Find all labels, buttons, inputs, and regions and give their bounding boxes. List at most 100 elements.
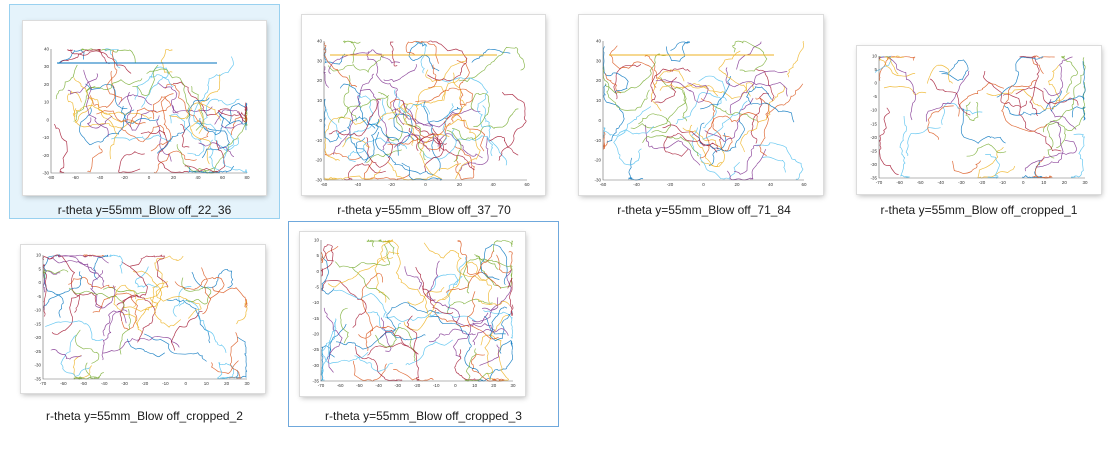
y-tick-label: 20 [596, 78, 602, 83]
y-tick-label: 5 [38, 266, 41, 271]
file-tile-blow-off-22-36[interactable]: -80 -60 -40 -20 0 20 40 60 80 40 30 20 10 0 -10 -20 -30 … [9, 4, 280, 219]
x-tick-label: -60 [600, 182, 607, 187]
contour-lines [874, 55, 1086, 179]
x-tick-label: -20 [388, 182, 395, 187]
x-tick-label: 20 [457, 182, 463, 187]
x-tick-label: 20 [1062, 180, 1068, 185]
y-tick-label: 10 [314, 238, 320, 243]
x-tick-label: -80 [48, 175, 55, 180]
y-tick-label: 10 [44, 100, 50, 105]
y-tick-label: -15 [34, 321, 41, 326]
x-tick-label: -20 [667, 182, 674, 187]
x-tick-label: 30 [510, 383, 516, 388]
y-tick-label: -5 [873, 94, 877, 99]
y-tick-label: 0 [38, 280, 41, 285]
x-tick-label: 0 [1022, 180, 1025, 185]
y-tick-label: 0 [319, 118, 322, 123]
y-tick-label: 0 [316, 269, 319, 274]
y-tick-label: -10 [34, 308, 41, 313]
x-tick-label: 30 [244, 381, 250, 386]
y-tick-label: 40 [44, 47, 50, 52]
y-tick-label: -35 [870, 176, 877, 181]
x-tick-label: -40 [101, 381, 108, 386]
y-tick-label: -15 [312, 316, 319, 321]
axes [323, 41, 527, 181]
file-tile-blow-off-71-84[interactable]: -60 -40 -20 0 20 40 60 40 30 20 10 0 -10 -20 -30 r-the… [569, 4, 839, 219]
x-tick-label: -60 [321, 182, 328, 187]
y-tick-label: -30 [42, 171, 49, 176]
axes [602, 41, 804, 181]
y-tick-label: -5 [37, 294, 41, 299]
contour-lines [602, 40, 804, 181]
y-tick-label: -20 [594, 158, 601, 163]
x-tick-label: -40 [938, 180, 945, 185]
y-tick-label: 10 [36, 253, 42, 258]
y-tick-label: -20 [42, 153, 49, 158]
axes [878, 56, 1085, 179]
plot-image: -70 -60 -50 -40 -30 -20 -10 0 10 20 30 10 5 0 -5 -10 -15… [870, 54, 1088, 186]
x-tick-label: -40 [375, 383, 382, 388]
y-tick-label: -10 [870, 108, 877, 113]
x-tick-label: 10 [204, 381, 210, 386]
thumbnail-image: -70 -60 -50 -40 -30 -20 -10 0 10 20 30 10 5 0 -5 -10 -15… [21, 245, 265, 393]
y-tick-label: -20 [312, 332, 319, 337]
y-tick-label: -20 [870, 135, 877, 140]
contour-lines [323, 40, 527, 181]
y-tick-label: 10 [317, 98, 323, 103]
x-tick-label: 0 [424, 182, 427, 187]
x-tick-label: -10 [433, 383, 440, 388]
y-tick-label: -10 [312, 300, 319, 305]
x-tick-label: 0 [185, 381, 188, 386]
y-tick-label: -10 [315, 138, 322, 143]
y-tick-label: -30 [870, 162, 877, 167]
y-tick-label: 5 [316, 253, 319, 258]
file-name-label: r-theta y=55mm_Blow off_cropped_3 [325, 409, 522, 423]
file-tile-blow-off-cropped-3[interactable]: -70 -60 -50 -40 -30 -20 -10 0 10 20 30 10 5 0 -5 -10 -15… [288, 221, 559, 427]
x-tick-label: 20 [734, 182, 740, 187]
x-tick-label: 30 [1082, 180, 1088, 185]
x-tick-label: 60 [801, 182, 807, 187]
x-tick-label: 10 [472, 383, 478, 388]
y-tick-label: -35 [312, 379, 319, 384]
x-tick-label: -60 [72, 175, 79, 180]
x-tick-label: -70 [40, 381, 47, 386]
x-tick-label: 10 [1041, 180, 1047, 185]
file-tile-blow-off-37-70[interactable]: -60 -40 -20 0 20 40 60 40 30 20 10 0 -10 -20 -30 r-the… [289, 4, 559, 219]
x-tick-label: 20 [171, 175, 177, 180]
x-tick-label: -60 [60, 381, 67, 386]
y-tick-label: 20 [317, 78, 323, 83]
y-tick-label: 5 [874, 67, 877, 72]
x-tick-label: -10 [999, 180, 1006, 185]
thumbnail-image: -60 -40 -20 0 20 40 60 40 30 20 10 0 -10 -20 -30 [302, 15, 545, 195]
plot-image: -60 -40 -20 0 20 40 60 40 30 20 10 0 -10 -20 -30 [594, 39, 807, 188]
x-tick-label: -40 [97, 175, 104, 180]
contour-lines [320, 239, 514, 382]
axes [42, 255, 247, 380]
axes [320, 240, 513, 382]
x-tick-label: -10 [162, 381, 169, 386]
x-tick-label: 40 [195, 175, 201, 180]
x-tick-label: -30 [958, 180, 965, 185]
plot-image: -80 -60 -40 -20 0 20 40 60 80 40 30 20 10 0 -10 -20 -30 [42, 47, 250, 181]
file-tile-blow-off-cropped-1[interactable]: -70 -60 -50 -40 -30 -20 -10 0 10 20 30 10 5 0 -5 -10 -15… [849, 4, 1109, 219]
y-tick-label: 20 [44, 82, 50, 87]
y-tick-label: 10 [872, 54, 878, 59]
y-tick-label: -25 [34, 349, 41, 354]
plot-image: -60 -40 -20 0 20 40 60 40 30 20 10 0 -10 -20 -30 [315, 39, 530, 188]
file-name-label: r-theta y=55mm_Blow off_71_84 [617, 203, 791, 217]
y-tick-label: -20 [34, 335, 41, 340]
x-tick-label: -60 [337, 383, 344, 388]
y-tick-label: -30 [315, 178, 322, 183]
file-tile-blow-off-cropped-2[interactable]: -70 -60 -50 -40 -30 -20 -10 0 10 20 30 10 5 0 -5 -10 -15… [9, 224, 280, 428]
y-tick-label: 30 [596, 58, 602, 63]
y-tick-label: 10 [596, 98, 602, 103]
x-tick-label: -70 [876, 180, 883, 185]
thumbnail-image: -60 -40 -20 0 20 40 60 40 30 20 10 0 -10 -20 -30 [579, 15, 823, 195]
y-tick-label: 0 [46, 117, 49, 122]
x-tick-label: -20 [414, 383, 421, 388]
thumbnail-image: -70 -60 -50 -40 -30 -20 -10 0 10 20 30 10 5 0 -5 -10 -15… [857, 46, 1101, 194]
x-tick-label: -50 [81, 381, 88, 386]
x-tick-label: 0 [148, 175, 151, 180]
contour-lines [42, 254, 248, 380]
x-tick-label: -40 [355, 182, 362, 187]
